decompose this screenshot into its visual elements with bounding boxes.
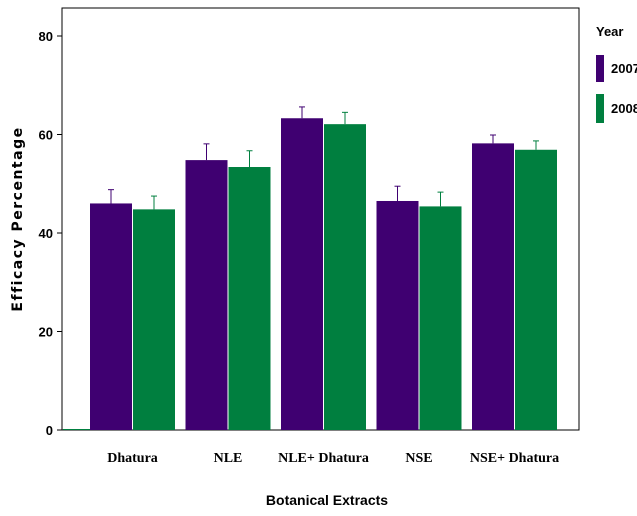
bar-2007-0 [90, 203, 132, 430]
bar-2008-2 [324, 124, 366, 430]
y-axis-ticks: 0 20 40 60 80 [39, 29, 62, 438]
y-tick-label: 40 [39, 226, 53, 241]
bar-2008-1 [228, 167, 271, 430]
x-axis-categories: Dhatura NLE NLE+ Dhatura NSE NSE+ Dhatura [107, 451, 559, 466]
bar-2008-4 [515, 149, 557, 430]
x-tick-label: NSE+ Dhatura [470, 451, 559, 466]
y-tick-label: 20 [39, 325, 53, 340]
y-tick-label: 0 [46, 423, 53, 438]
bar-2007-1 [185, 160, 228, 431]
bar-2008-0 [133, 209, 175, 430]
y-tick-label: 80 [39, 29, 53, 44]
legend-swatch-2007 [596, 55, 604, 82]
x-tick-label: Dhatura [107, 451, 158, 466]
bar-2008-3 [419, 206, 462, 430]
bar-2007-2 [281, 118, 323, 430]
legend: Year 2007 2008 [596, 24, 637, 123]
bars-group [63, 106, 557, 431]
x-tick-label: NSE [405, 451, 432, 466]
bar-2007-4 [472, 143, 514, 431]
y-axis-label: Efficacy Percentage [10, 126, 26, 311]
legend-swatch-2008 [596, 94, 604, 123]
legend-label-2007: 2007 [611, 61, 637, 76]
bar-2007-3 [376, 200, 419, 430]
y-tick-label: 60 [39, 128, 53, 143]
legend-label-2008: 2008 [611, 101, 637, 116]
legend-title: Year [596, 24, 623, 39]
x-tick-label: NLE+ Dhatura [278, 451, 369, 466]
x-tick-label: NLE [214, 451, 243, 466]
x-axis-label: Botanical Extracts [266, 492, 388, 508]
